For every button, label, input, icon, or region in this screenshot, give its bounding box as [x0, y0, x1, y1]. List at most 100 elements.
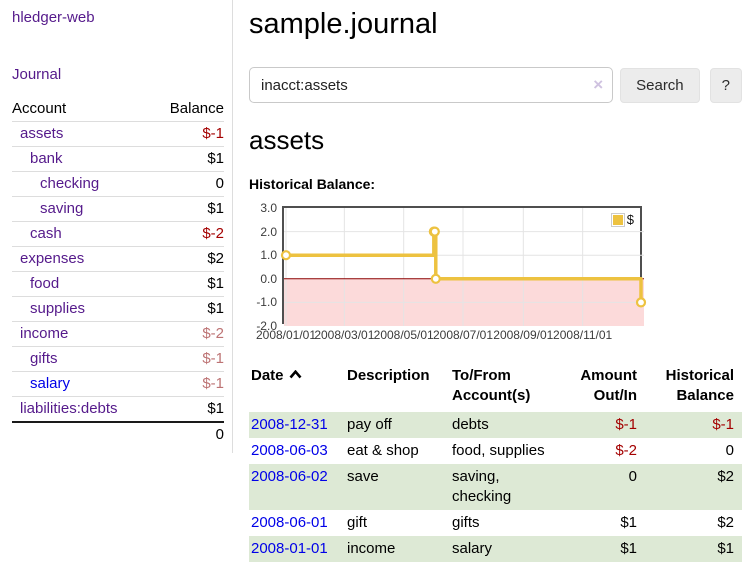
account-link-checking[interactable]: checking — [40, 175, 100, 192]
register-row: 2008-06-02 save saving, checking 0 $2 — [249, 464, 742, 510]
transaction-balance: $2 — [717, 514, 734, 531]
account-row: cash $-2 — [12, 221, 224, 247]
transaction-date-link[interactable]: 2008-12-31 — [251, 416, 328, 433]
transaction-date-link[interactable]: 2008-06-03 — [251, 442, 328, 459]
y-axis-tick-label: 3.0 — [260, 201, 277, 215]
account-row: income $-2 — [12, 321, 224, 347]
account-row: supplies $1 — [12, 296, 224, 322]
legend-label: $ — [626, 212, 634, 227]
transaction-description: income — [347, 540, 396, 557]
account-link-supplies[interactable]: supplies — [30, 300, 86, 317]
search-button[interactable]: Search — [620, 67, 700, 103]
account-balance: $1 — [207, 150, 224, 167]
account-balance: 0 — [215, 175, 224, 192]
account-balance: $-1 — [202, 375, 224, 392]
account-balance: $-2 — [202, 325, 224, 342]
account-link-food[interactable]: food — [30, 275, 60, 292]
account-link-cash[interactable]: cash — [30, 225, 62, 242]
sidebar-item-journal[interactable]: Journal — [12, 66, 62, 83]
account-row: liabilities:debts $1 — [12, 396, 224, 423]
historical-balance-chart: 3.0 2.0 1.0 0.0 -1.0 -2.0 $ 2008/01/01 2008/03… — [249, 200, 649, 343]
account-link-income[interactable]: income — [20, 325, 69, 342]
chart-plot-area: $ — [280, 206, 647, 326]
transaction-amount: 0 — [628, 468, 637, 485]
help-button[interactable]: ? — [709, 67, 742, 103]
x-axis-tick-label: 2008/05/01 — [373, 328, 434, 342]
chart-canvas — [280, 208, 647, 326]
date-column-header[interactable]: Date — [249, 363, 345, 412]
account-link-expenses[interactable]: expenses — [20, 250, 85, 267]
account-balance: $-2 — [202, 225, 224, 242]
app-title-link[interactable]: hledger-web — [12, 9, 95, 26]
register-row: 2008-01-01 income salary $1 $1 — [249, 536, 742, 562]
transaction-accounts: gifts — [452, 514, 480, 531]
account-balance: $-1 — [202, 125, 224, 142]
transaction-balance: $1 — [717, 540, 734, 557]
account-link-bank[interactable]: bank — [30, 150, 63, 167]
account-row: gifts $-1 — [12, 346, 224, 372]
account-row: salary $-1 — [12, 371, 224, 397]
account-balance: $1 — [207, 200, 224, 217]
account-table-header: Account Balance — [12, 97, 224, 122]
transaction-balance: $2 — [717, 468, 734, 485]
transaction-balance: $-1 — [712, 416, 734, 433]
balance-column-header: Balance — [169, 100, 224, 117]
account-balance: $2 — [207, 250, 224, 267]
balance-column-header: Historical Balance — [665, 367, 734, 404]
accounts-column-header: To/From Account(s) — [452, 367, 531, 404]
transaction-accounts: food, supplies — [452, 442, 545, 459]
register-table: Date Description To/From Account(s) Amou… — [249, 363, 742, 562]
account-row: food $1 — [12, 271, 224, 297]
transaction-accounts: saving, checking — [452, 468, 512, 505]
main-content: sample.journal × Search ? assets Histori… — [233, 0, 742, 562]
y-axis-tick-label: 0.0 — [260, 271, 277, 286]
chart-legend: $ — [610, 212, 634, 227]
transaction-amount: $-2 — [615, 442, 637, 459]
account-balance: $1 — [207, 300, 224, 317]
account-link-liabilities-debts[interactable]: liabilities:debts — [20, 400, 118, 417]
account-heading: assets — [249, 125, 325, 155]
x-axis-tick-label: 2008/07/01 — [432, 328, 494, 342]
account-balance: $-1 — [202, 350, 224, 367]
search-form: × Search ? — [249, 67, 742, 103]
accounts-total-value: 0 — [215, 426, 224, 443]
account-row: checking 0 — [12, 171, 224, 197]
account-column-header: Account — [12, 100, 67, 117]
sort-ascending-icon — [289, 365, 302, 385]
y-axis-tick-label: 2.0 — [260, 224, 277, 239]
register-row: 2008-12-31 pay off debts $-1 $-1 — [249, 412, 742, 438]
transaction-date-link[interactable]: 2008-06-01 — [251, 514, 328, 531]
transaction-amount: $1 — [620, 514, 637, 531]
account-row: assets $-1 — [12, 121, 224, 147]
register-header-row: Date Description To/From Account(s) Amou… — [249, 363, 742, 412]
legend-swatch — [612, 214, 623, 225]
account-link-gifts[interactable]: gifts — [30, 350, 58, 367]
transaction-amount: $1 — [620, 540, 637, 557]
page-title: sample.journal — [249, 8, 438, 40]
x-axis-tick-label: 2008/01/01 — [255, 328, 317, 342]
y-axis-tick-label: 1.0 — [260, 248, 277, 263]
x-axis-tick-label: 2008/09/01 — [493, 328, 554, 342]
y-axis-tick-label: -1.0 — [256, 295, 277, 310]
account-row: saving $1 — [12, 196, 224, 222]
transaction-date-link[interactable]: 2008-06-02 — [251, 468, 328, 485]
app-root: hledger-web Journal Account Balance asse… — [0, 0, 742, 562]
account-link-assets[interactable]: assets — [20, 125, 64, 142]
clear-search-icon[interactable]: × — [593, 74, 604, 94]
x-axis-tick-label: 2008/03/01 — [314, 328, 375, 342]
description-column-header: Description — [347, 367, 430, 384]
register-row: 2008-06-01 gift gifts $1 $2 — [249, 510, 742, 536]
transaction-accounts: debts — [452, 416, 489, 433]
sidebar: hledger-web Journal Account Balance asse… — [0, 0, 233, 453]
transaction-description: pay off — [347, 416, 392, 433]
account-row: bank $1 — [12, 146, 224, 172]
account-row: expenses $2 — [12, 246, 224, 272]
transaction-date-link[interactable]: 2008-01-01 — [251, 540, 328, 557]
transaction-amount: $-1 — [615, 416, 637, 433]
transaction-description: eat & shop — [347, 442, 419, 459]
account-link-saving[interactable]: saving — [40, 200, 84, 217]
account-link-salary[interactable]: salary — [30, 375, 71, 392]
chart-title: Historical Balance: — [249, 176, 376, 192]
search-input[interactable] — [249, 67, 614, 103]
transaction-balance: 0 — [725, 442, 734, 459]
